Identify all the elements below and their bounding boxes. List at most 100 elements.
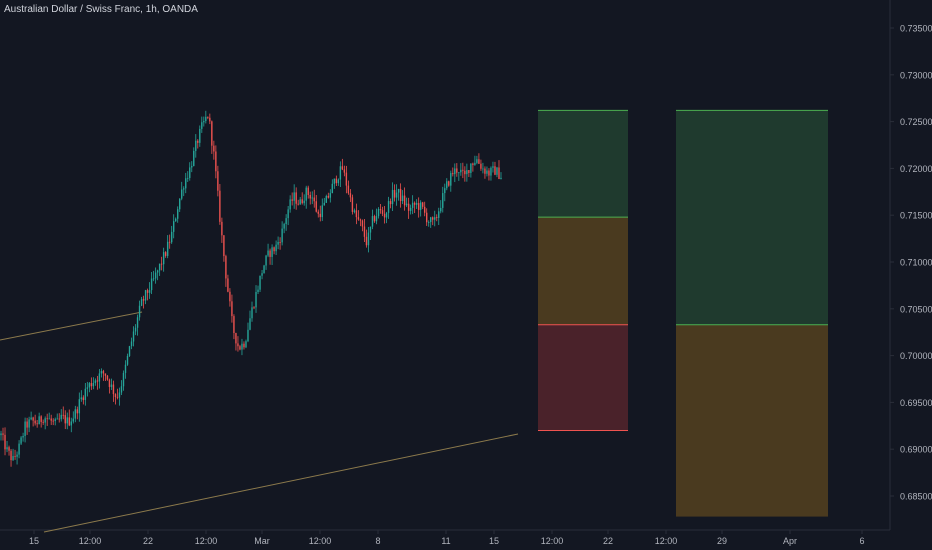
price-axis[interactable]: 0.73500 0.73000 0.72500 0.72000 0.71500 0.710… — [890, 24, 932, 502]
candle — [371, 209, 374, 230]
candle — [462, 162, 464, 179]
candle-body — [102, 371, 105, 374]
candle-body — [333, 178, 336, 184]
candle — [482, 162, 484, 174]
candle — [90, 377, 93, 390]
candle-body — [305, 187, 307, 201]
candle-body — [223, 235, 225, 257]
candle — [187, 171, 189, 182]
candle — [309, 191, 311, 205]
time-tick-label: 29 — [717, 536, 727, 546]
candle-body — [482, 168, 484, 170]
candle-body — [297, 203, 299, 205]
candle — [195, 134, 197, 158]
candle-body — [16, 454, 18, 457]
candle — [295, 187, 297, 210]
candle — [231, 294, 233, 323]
stop-zone[interactable] — [538, 324, 628, 431]
candle-body — [458, 172, 460, 174]
candle — [261, 269, 263, 280]
candle-body — [66, 417, 68, 424]
trendline[interactable] — [0, 311, 143, 341]
candle-body — [448, 181, 450, 186]
candle — [134, 324, 137, 336]
trendlines[interactable] — [0, 311, 519, 533]
entry-zone[interactable] — [676, 324, 828, 517]
candle-body — [219, 190, 221, 222]
candle — [277, 236, 279, 250]
candle-body — [100, 371, 103, 374]
candle-body — [329, 193, 332, 198]
candle-body — [18, 443, 20, 455]
candle — [24, 417, 26, 443]
time-tick-label: 8 — [375, 536, 380, 546]
candle — [375, 208, 378, 225]
candle-body — [293, 192, 295, 201]
candle — [395, 184, 398, 206]
candle-body — [393, 189, 396, 198]
candle-body — [120, 386, 123, 393]
candle — [219, 184, 221, 225]
candle — [446, 178, 448, 191]
candle-body — [307, 187, 309, 195]
candle-body — [191, 166, 193, 168]
target-zone[interactable] — [538, 110, 628, 218]
candle — [102, 369, 105, 381]
candle-body — [207, 116, 209, 118]
candle — [106, 375, 109, 381]
candle-body — [156, 270, 159, 273]
trendline[interactable] — [43, 433, 519, 533]
candle-body — [50, 418, 52, 421]
candle — [287, 206, 289, 226]
candle-body — [468, 170, 470, 173]
candle-body — [106, 375, 109, 380]
candle-body — [446, 181, 448, 189]
candle — [168, 234, 171, 249]
candle-body — [488, 170, 490, 176]
entry-zone[interactable] — [538, 217, 628, 325]
candle-body — [136, 317, 139, 328]
time-tick-label: 15 — [29, 536, 39, 546]
candle-body — [134, 327, 137, 332]
candle — [235, 332, 237, 351]
candle-body — [484, 168, 486, 174]
price-tick-label: 0.70000 — [900, 351, 932, 361]
candle-body — [444, 188, 446, 194]
candle — [50, 414, 52, 425]
candle-body — [397, 188, 400, 193]
position-tools[interactable] — [538, 109, 828, 517]
candle-body — [335, 178, 338, 184]
candle — [472, 162, 474, 172]
candle-body — [303, 200, 305, 204]
candle — [389, 198, 392, 209]
candle — [96, 375, 99, 390]
candle-body — [138, 305, 141, 318]
candle-body — [54, 419, 56, 421]
candle-body — [289, 199, 291, 210]
candle — [271, 244, 273, 266]
candle-body — [201, 122, 203, 129]
candle — [189, 162, 191, 181]
candle — [243, 341, 245, 350]
candle — [323, 197, 325, 206]
candle — [458, 172, 460, 181]
candle-body — [118, 392, 121, 398]
price-tick-label: 0.69500 — [900, 398, 932, 408]
candle — [211, 120, 213, 154]
candle — [148, 282, 151, 299]
candle — [58, 413, 60, 423]
price-tick-label: 0.71500 — [900, 211, 932, 221]
candle-body — [369, 226, 372, 233]
candle-body — [411, 202, 414, 208]
candle-body — [108, 379, 111, 387]
candle — [444, 183, 446, 202]
target-zone[interactable] — [676, 110, 828, 325]
time-tick-label: 6 — [859, 536, 864, 546]
candle — [269, 248, 271, 265]
candle-body — [269, 250, 271, 257]
candle — [339, 161, 342, 188]
time-axis[interactable]: 15 12:00 22 12:00 Mar 12:00 8 11 15 12:00 22 12:00 2… — [29, 530, 865, 546]
candle-body — [62, 414, 64, 416]
